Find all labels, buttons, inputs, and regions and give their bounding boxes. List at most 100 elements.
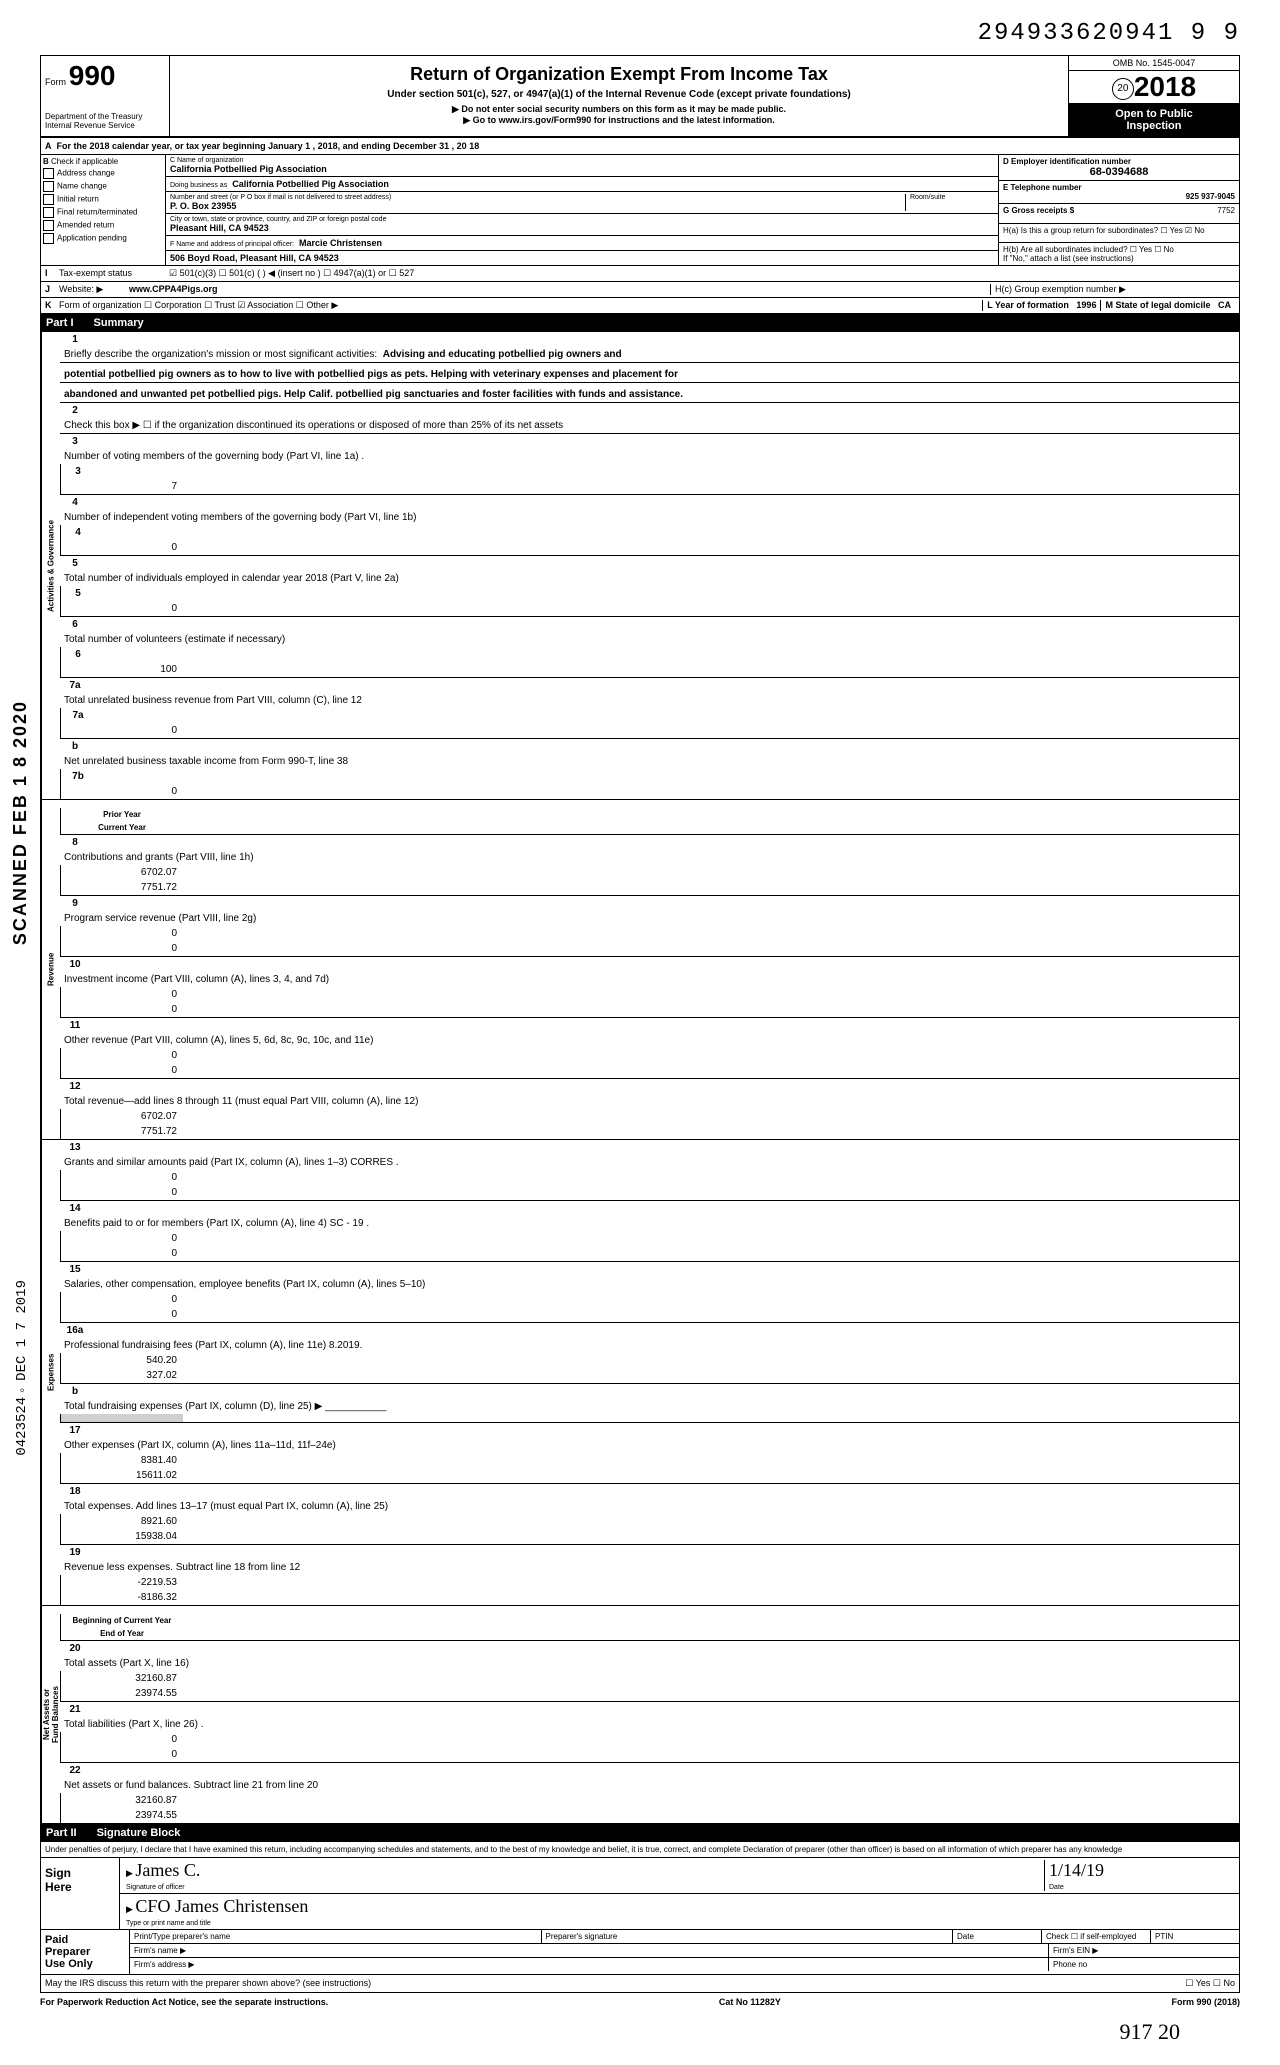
row-13: 13Grants and similar amounts paid (Part …: [60, 1140, 1239, 1201]
line-j: J Website: ▶ www.CPPA4Pigs.org H(c) Grou…: [40, 282, 1240, 298]
net-assets-section: Net Assets or Fund Balances Beginning of…: [40, 1606, 1240, 1824]
street-label: Number and street (or P O box if mail is…: [170, 194, 905, 201]
part-ii-header: Part IISignature Block: [40, 1824, 1240, 1842]
website-value: www.CPPA4Pigs.org: [129, 284, 990, 295]
ha-line: H(a) Is this a group return for subordin…: [999, 224, 1239, 244]
activities-governance-section: Activities & Governance 1Briefly describ…: [40, 332, 1240, 800]
signature-label: Signature of officer: [126, 1884, 185, 1891]
officer-title: CFO James Christensen: [135, 1896, 308, 1916]
preparer-date-label: Date: [953, 1930, 1042, 1943]
row-16b: bTotal fundraising expenses (Part IX, co…: [60, 1384, 1239, 1423]
line-i: I Tax-exempt status ☑ 501(c)(3) ☐ 501(c)…: [40, 266, 1240, 282]
end-year-header: End of Year: [60, 1627, 183, 1640]
mission-text-3: abandoned and unwanted pet potbellied pi…: [64, 389, 683, 400]
officer-addr: 506 Boyd Road, Pleasant Hill, CA 94523: [170, 253, 339, 263]
city-label: City or town, state or province, country…: [170, 216, 994, 223]
chk-initial-return[interactable]: [43, 194, 54, 205]
firm-phone-label: Phone no: [1049, 1958, 1239, 1971]
preparer-label: Paid Preparer Use Only: [41, 1930, 130, 1974]
document-id-number: 294933620941 9 9: [40, 20, 1240, 47]
row-8: 8Contributions and grants (Part VIII, li…: [60, 835, 1239, 896]
form-subtitle: Under section 501(c), 527, or 4947(a)(1)…: [174, 89, 1064, 100]
self-employed-label: Check ☐ if self-employed: [1042, 1930, 1151, 1943]
org-name-label: C Name of organization: [170, 157, 994, 164]
preparer-sig-label: Preparer's signature: [542, 1930, 954, 1943]
row-3: 3Number of voting members of the governi…: [60, 434, 1239, 495]
form-prefix: Form: [45, 77, 66, 87]
row-21: 21Total liabilities (Part X, line 26) .0…: [60, 1702, 1239, 1763]
col-b-letter: B: [43, 157, 49, 166]
applicable-checkboxes: Address change Name change Initial retur…: [43, 168, 163, 244]
footer-form-ref: Form 990 (2018): [1171, 1997, 1240, 2007]
footer-left: For Paperwork Reduction Act Notice, see …: [40, 1997, 328, 2007]
chk-name-change[interactable]: [43, 181, 54, 192]
gross-label: G Gross receipts $: [1003, 206, 1074, 221]
row-7b: bNet unrelated business taxable income f…: [60, 739, 1239, 799]
instruction-2: ▶ Go to www.irs.gov/Form990 for instruct…: [174, 115, 1064, 126]
hb2-line: If "No," attach a list (see instructions…: [1003, 254, 1134, 263]
stamp-seq: 0423524◦DEC 1 7 2019: [14, 1280, 30, 1456]
phone-value: 925 937-9045: [1003, 192, 1235, 201]
dba-label: Doing business as: [170, 182, 227, 189]
department-label: Department of the Treasury Internal Reve…: [45, 112, 165, 130]
stamp-scanned: SCANNED FEB 1 8 2020: [10, 700, 31, 945]
signature-block: Sign Here ▶ James C.Signature of officer…: [40, 1858, 1240, 1930]
line-2: Check this box ▶ ☐ if the organization d…: [60, 418, 1239, 433]
sidebar-net-assets: Net Assets or Fund Balances: [41, 1606, 60, 1823]
sidebar-expenses: Expenses: [41, 1140, 60, 1605]
line-a: A For the 2018 calendar year, or tax yea…: [40, 138, 1240, 155]
row-15: 15Salaries, other compensation, employee…: [60, 1262, 1239, 1323]
irs-discuss-line: May the IRS discuss this return with the…: [40, 1975, 1240, 1993]
sidebar-revenue: Revenue: [41, 800, 60, 1139]
tax-year-text: 2018: [1134, 71, 1196, 102]
begin-year-header: Beginning of Current Year: [60, 1614, 183, 1627]
hc-line: H(c) Group exemption number ▶: [990, 284, 1235, 295]
city-value: Pleasant Hill, CA 94523: [170, 223, 269, 233]
expenses-section: Expenses 13Grants and similar amounts pa…: [40, 1140, 1240, 1606]
open-to-public: Open to PublicInspection: [1069, 104, 1239, 136]
mission-label: Briefly describe the organization's miss…: [64, 349, 377, 360]
row-5: 5Total number of individuals employed in…: [60, 556, 1239, 617]
row-22: 22Net assets or fund balances. Subtract …: [60, 1763, 1239, 1823]
dba-value: California Potbellied Pig Association: [232, 179, 389, 189]
row-6: 6Total number of volunteers (estimate if…: [60, 617, 1239, 678]
ein-value: 68-0394688: [1003, 166, 1235, 178]
row-17: 17Other expenses (Part IX, column (A), l…: [60, 1423, 1239, 1484]
perjury-declaration: Under penalties of perjury, I declare th…: [40, 1842, 1240, 1858]
prior-year-header: Prior Year: [60, 808, 183, 821]
room-label: Room/suite: [905, 194, 994, 211]
org-info-block: B Check if applicable Address change Nam…: [40, 155, 1240, 266]
row-12: 12Total revenue—add lines 8 through 11 (…: [60, 1079, 1239, 1139]
chk-address-change[interactable]: [43, 168, 54, 179]
row-16a: 16aProfessional fundraising fees (Part I…: [60, 1323, 1239, 1384]
row-14: 14Benefits paid to or for members (Part …: [60, 1201, 1239, 1262]
firm-name-label: Firm's name ▶: [130, 1944, 1049, 1957]
handwritten-note: 917 20: [40, 2011, 1240, 2045]
mission-text-2: potential potbellied pig owners as to ho…: [64, 369, 678, 380]
chk-final-return[interactable]: [43, 207, 54, 218]
chk-amended[interactable]: [43, 220, 54, 231]
preparer-name-label: Print/Type preparer's name: [130, 1930, 542, 1943]
ein-label: D Employer identification number: [1003, 157, 1235, 166]
instruction-1: ▶ Do not enter social security numbers o…: [174, 104, 1064, 115]
row-18: 18Total expenses. Add lines 13–17 (must …: [60, 1484, 1239, 1545]
part-i-header: Part ISummary: [40, 314, 1240, 332]
omb-number: OMB No. 1545-0047: [1069, 56, 1239, 71]
row-10: 10Investment income (Part VIII, column (…: [60, 957, 1239, 1018]
sidebar-governance: Activities & Governance: [41, 332, 60, 799]
tax-year: 202018: [1069, 71, 1239, 104]
row-11: 11Other revenue (Part VIII, column (A), …: [60, 1018, 1239, 1079]
ptin-label: PTIN: [1151, 1930, 1239, 1943]
mission-text: Advising and educating potbellied pig ow…: [383, 349, 622, 360]
officer-name: Marcie Christensen: [299, 238, 382, 248]
col-b-label: Check if applicable: [51, 157, 118, 166]
line-k: K Form of organization ☐ Corporation ☐ T…: [40, 298, 1240, 314]
irs-discuss-options: ☐ Yes ☐ No: [1185, 1978, 1235, 1989]
firm-ein-label: Firm's EIN ▶: [1049, 1944, 1239, 1957]
form-header: Form 990 Department of the Treasury Inte…: [40, 55, 1240, 138]
row-20: 20Total assets (Part X, line 16)32160.87…: [60, 1641, 1239, 1702]
chk-pending[interactable]: [43, 233, 54, 244]
row-4: 4Number of independent voting members of…: [60, 495, 1239, 556]
org-name: California Potbellied Pig Association: [170, 164, 327, 174]
gross-value: 7752: [1074, 206, 1235, 221]
